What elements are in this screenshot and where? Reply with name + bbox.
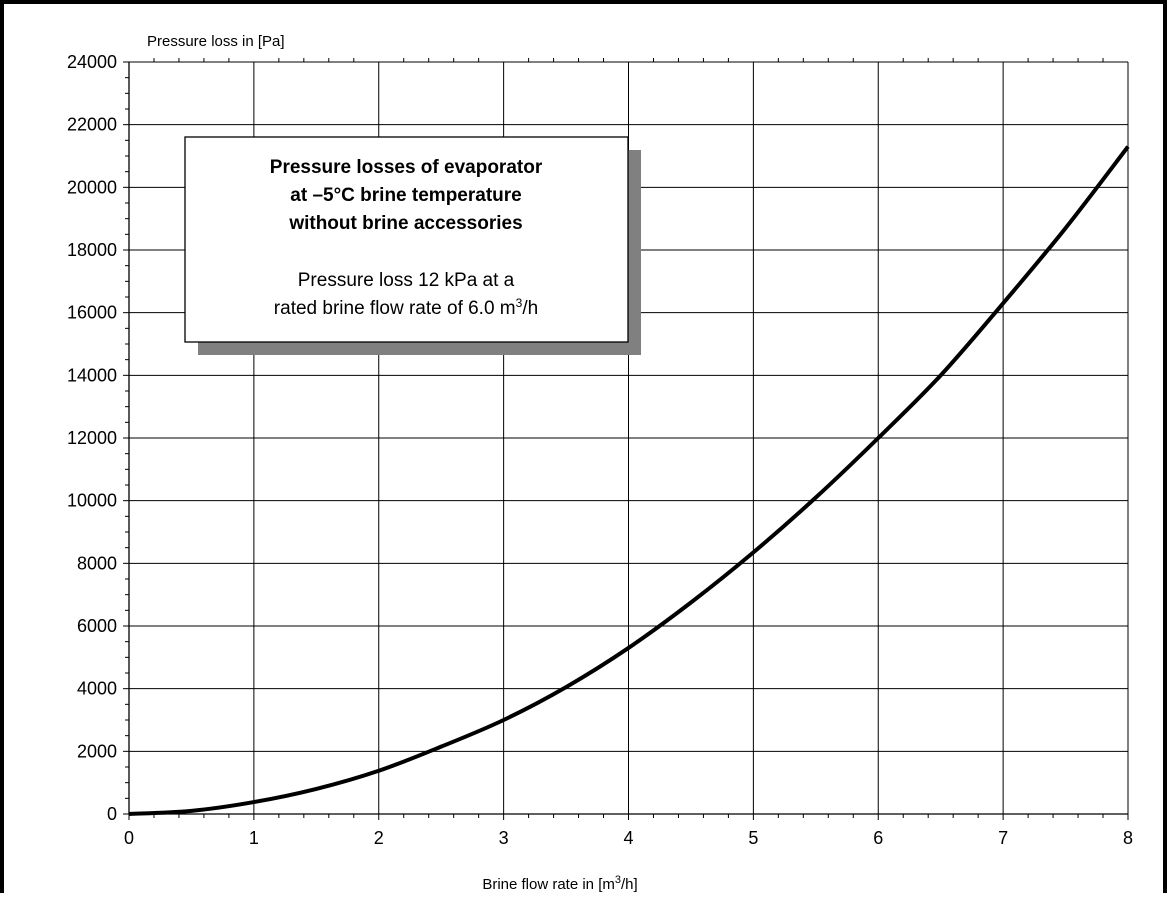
- y-tick-label: 20000: [67, 177, 117, 197]
- annotation-text-line-1: Pressure loss 12 kPa at a: [298, 270, 515, 291]
- annotation-box: Pressure losses of evaporator at –5°C br…: [184, 136, 641, 355]
- minor-ticks: [125, 58, 1104, 818]
- x-tick-labels: 0 1 2 3 4 5 6 7 8: [124, 828, 1133, 848]
- y-tick-label: 14000: [67, 365, 117, 385]
- pressure-loss-curve: [128, 145, 1130, 816]
- y-tick-label: 2000: [77, 741, 117, 761]
- x-tick-label: 4: [623, 828, 633, 848]
- annotation-panel: [184, 136, 629, 343]
- pressure-loss-chart: 0200040006000800010000120001400016000180…: [67, 33, 1133, 893]
- annotation-text-line-2: rated brine flow rate of 6.0 m3/h: [274, 296, 538, 319]
- y-tick-label: 0: [107, 804, 117, 824]
- y-tick-label: 22000: [67, 115, 117, 135]
- x-tick-label: 7: [998, 828, 1008, 848]
- annotation-title-line-3: without brine accessories: [288, 213, 522, 234]
- y-tick-label: 24000: [67, 52, 117, 72]
- y-axis-title: Pressure loss in [Pa]: [147, 33, 285, 50]
- y-tick-label: 18000: [67, 240, 117, 260]
- series: [128, 145, 1130, 816]
- y-tick-label: 8000: [77, 553, 117, 573]
- y-tick-label: 6000: [77, 616, 117, 636]
- axes: [123, 61, 1129, 820]
- y-tick-label: 10000: [67, 491, 117, 511]
- x-tick-label: 0: [124, 828, 134, 848]
- annotation-title-line-2: at –5°C brine temperature: [290, 185, 521, 206]
- x-tick-label: 8: [1123, 828, 1133, 848]
- y-tick-label: 4000: [77, 679, 117, 699]
- x-tick-label: 2: [374, 828, 384, 848]
- x-tick-label: 5: [748, 828, 758, 848]
- x-axis-title: Brine flow rate in [m3/h]: [482, 874, 637, 893]
- x-tick-label: 1: [249, 828, 259, 848]
- y-tick-labels: 0 2000 4000 6000 8000 10000 12000 14000 16000 180…: [67, 52, 117, 824]
- annotation-title-line-1: Pressure losses of evaporator: [270, 157, 543, 178]
- x-tick-label: 3: [499, 828, 509, 848]
- x-tick-label: 6: [873, 828, 883, 848]
- y-tick-label: 16000: [67, 303, 117, 323]
- y-tick-label: 12000: [67, 428, 117, 448]
